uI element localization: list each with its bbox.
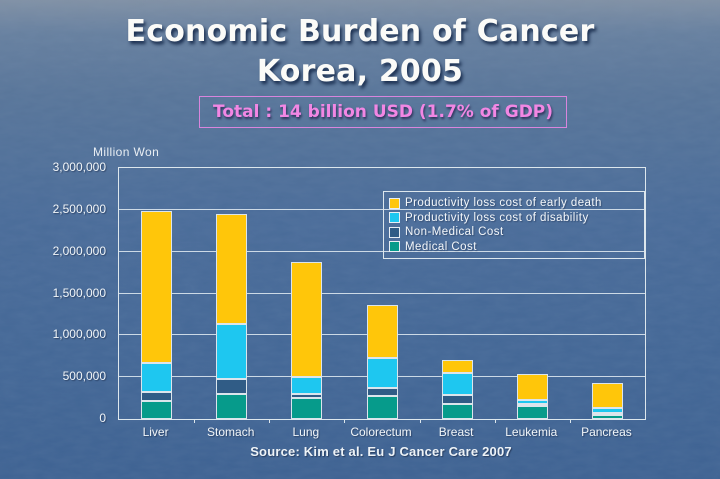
title-line-1: Economic Burden of Cancer: [125, 14, 595, 49]
axis-tick: [494, 419, 496, 423]
bar-segment: [516, 406, 548, 419]
y-axis-unit-label: Million Won: [93, 145, 160, 159]
bar-segment: [591, 408, 623, 414]
bar-segment: [591, 413, 623, 416]
bar-segment: [141, 401, 173, 419]
legend-item: Non-Medical Cost: [389, 225, 639, 239]
legend-item: Medical Cost: [389, 240, 639, 254]
legend-label: Productivity loss cost of disability: [405, 211, 589, 224]
bar-segment: [141, 210, 173, 363]
legend-swatch: [389, 226, 400, 238]
x-axis-label: Stomach: [207, 425, 255, 439]
bar-segment: [291, 398, 323, 419]
bar-segment: [141, 362, 173, 393]
legend-label: Productivity loss cost of early death: [405, 197, 602, 209]
bar-stomach: [216, 214, 248, 419]
bar-segment: [516, 399, 548, 404]
bar-segment: [216, 378, 248, 394]
y-tick-label: 1,000,000: [52, 327, 106, 342]
legend-label: Non-Medical Cost: [405, 226, 504, 239]
bar-segment: [441, 359, 473, 373]
bar-lung: [291, 261, 323, 419]
gridline: [119, 208, 645, 210]
plot-area: [118, 167, 646, 423]
bar-segment: [441, 403, 473, 419]
x-axis-label: Liver: [142, 425, 169, 439]
legend-item: Productivity loss cost of early death: [389, 196, 639, 210]
y-tick-label: 2,500,000: [52, 201, 106, 216]
bar-breast: [441, 359, 473, 419]
x-axis-label: Colorectum: [350, 425, 412, 439]
y-tick-label: 0: [99, 411, 106, 425]
legend-item: Productivity loss cost of disability: [389, 211, 639, 225]
y-tick-label: 1,500,000: [52, 285, 106, 300]
bar-segment: [366, 357, 398, 389]
legend-label: Medical Cost: [405, 240, 477, 253]
bar-segment: [291, 393, 323, 399]
bar-segment: [366, 388, 398, 396]
title-line-2: Korea, 2005: [256, 54, 464, 89]
y-tick-label: 3,000,000: [52, 160, 106, 174]
bar-segment: [141, 392, 173, 402]
slide-title: Economic Burden of Cancer Korea, 2005: [0, 12, 720, 92]
bar-segment: [216, 214, 248, 325]
y-tick-label: 2,000,000: [52, 243, 106, 258]
legend-swatch: [389, 241, 400, 253]
bar-colorectum: [366, 305, 398, 419]
x-axis-label: Breast: [438, 425, 474, 439]
bar-liver: [141, 210, 173, 419]
axis-tick: [344, 419, 346, 423]
bar-segment: [366, 395, 398, 419]
axis-tick: [419, 419, 421, 423]
bar-segment: [441, 373, 473, 395]
chart-legend: Productivity loss cost of early death Pro…: [383, 191, 645, 259]
axis-tick: [569, 419, 571, 423]
x-axis-label: Lung: [292, 425, 320, 439]
gridline: [119, 292, 645, 294]
y-tick-label: 500,000: [62, 369, 106, 384]
x-axis-label: Leukemia: [505, 425, 558, 439]
legend-swatch: [389, 197, 400, 209]
bar-segment: [216, 324, 248, 379]
bar-segment: [516, 403, 548, 407]
legend-swatch: [389, 212, 400, 224]
total-callout-box: Total : 14 billion USD (1.7% of GDP): [199, 96, 568, 128]
bar-pancreas: [591, 383, 623, 419]
source-citation: Source: Kim et al. Eu J Cancer Care 2007: [250, 444, 512, 459]
axis-tick: [269, 419, 271, 423]
bar-segment: [216, 393, 248, 419]
axis-tick: [194, 419, 196, 423]
bar-segment: [291, 377, 323, 394]
gridline: [119, 250, 645, 252]
bar-segment: [591, 383, 623, 409]
bar-segment: [516, 373, 548, 400]
bar-segment: [366, 305, 398, 358]
bar-segment: [291, 261, 323, 378]
x-axis-label: Pancreas: [581, 425, 632, 439]
bar-leukemia: [516, 373, 548, 419]
bar-segment: [441, 394, 473, 404]
bar-segment: [591, 415, 623, 419]
